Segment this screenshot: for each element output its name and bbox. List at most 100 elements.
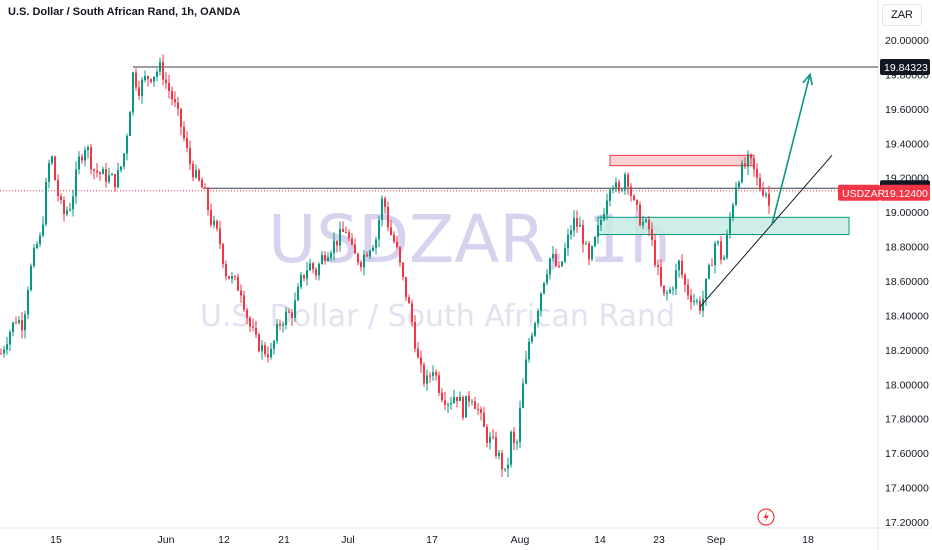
chart-title: U.S. Dollar / South African Rand, 1h, OA… — [8, 6, 241, 18]
candle-body — [591, 246, 593, 260]
candle-body — [546, 274, 548, 283]
candle-body — [621, 189, 623, 191]
candle-body — [15, 322, 17, 324]
candle-body — [450, 403, 452, 405]
candle-body — [495, 437, 497, 457]
candle-body — [75, 169, 77, 197]
candle-body — [246, 309, 248, 318]
candle-body — [234, 276, 236, 278]
candle-body — [537, 310, 539, 324]
candle-body — [135, 72, 137, 88]
y-tick-label: 19.40000 — [885, 138, 929, 150]
candle-body — [51, 156, 53, 164]
candle-body — [216, 220, 218, 229]
candle-body — [150, 79, 152, 82]
candle-body — [348, 232, 350, 239]
candle-body — [117, 170, 119, 188]
candle-body — [255, 327, 257, 335]
candle-body — [171, 91, 173, 100]
candle-body — [162, 62, 164, 80]
candle-body — [120, 166, 122, 171]
candle-body — [78, 156, 80, 170]
candle-body — [729, 217, 731, 234]
x-tick-label: 18 — [802, 534, 814, 546]
candle-body — [507, 464, 509, 469]
x-tick-label: Sep — [707, 534, 726, 546]
candle-body — [651, 229, 653, 241]
candle-body — [99, 172, 101, 175]
candle-body — [429, 375, 431, 377]
candle-body — [153, 76, 155, 82]
candle-body — [567, 234, 569, 249]
candle-body — [663, 285, 665, 294]
projection-arrow-head — [802, 72, 813, 86]
candle-body — [156, 71, 158, 77]
current-price-tag: 19.12400 — [880, 184, 930, 201]
candle-body — [54, 156, 56, 181]
candle-body — [384, 198, 386, 207]
candle-body — [213, 220, 215, 225]
candle-body — [660, 266, 662, 286]
candle-body — [396, 241, 398, 248]
candle-body — [714, 243, 716, 266]
projection-arrow-line — [771, 74, 811, 225]
currency-button[interactable]: ZAR — [882, 4, 922, 26]
candle-body — [378, 220, 380, 240]
candle-body — [333, 240, 335, 253]
y-tick-label: 17.40000 — [885, 483, 929, 495]
candle-body — [249, 317, 251, 327]
candle-body — [12, 322, 14, 333]
candle-body — [93, 169, 95, 171]
level-tag-high-bg — [880, 58, 930, 75]
candle-body — [147, 75, 149, 80]
y-tick-label: 20.00000 — [885, 35, 929, 47]
candle-body — [630, 186, 632, 196]
candle-body — [579, 225, 581, 227]
candle-body — [285, 311, 287, 325]
x-tick-label: Jul — [341, 534, 354, 546]
candle-body — [30, 266, 32, 291]
candle-body — [243, 295, 245, 310]
candle-body — [237, 276, 239, 291]
candle-body — [693, 300, 695, 302]
candle-body — [738, 182, 740, 188]
candle-body — [144, 75, 146, 81]
candle-body — [258, 334, 260, 352]
candle-body — [222, 244, 224, 265]
candle-body — [672, 288, 674, 290]
candle-body — [594, 237, 596, 247]
candle-body — [288, 311, 290, 313]
candle-body — [444, 400, 446, 405]
candle-body — [543, 282, 545, 294]
candle-body — [351, 238, 353, 245]
candle-body — [438, 375, 440, 393]
candle-body — [195, 170, 197, 178]
candle-body — [381, 198, 383, 221]
candle-body — [0, 353, 2, 355]
candle-body — [633, 195, 635, 200]
candle-body — [417, 348, 419, 358]
candle-body — [138, 87, 140, 96]
candle-body — [36, 244, 38, 248]
candle-body — [711, 265, 713, 267]
candle-body — [363, 254, 365, 268]
candle-body — [189, 148, 191, 164]
candle-body — [45, 181, 47, 225]
candle-body — [435, 372, 437, 376]
candle-body — [270, 348, 272, 358]
candle-body — [558, 265, 560, 267]
x-tick-label: 14 — [594, 534, 606, 546]
flash-icon[interactable] — [757, 508, 775, 526]
trendline — [699, 155, 833, 308]
candle-body — [393, 234, 395, 242]
candle-body — [339, 229, 341, 246]
candle-body — [72, 196, 74, 210]
candle-body — [513, 431, 515, 444]
candle-body — [18, 320, 20, 323]
candle-body — [426, 375, 428, 384]
candle-body — [198, 170, 200, 181]
y-tick-label: 18.40000 — [885, 310, 929, 322]
candle-body — [300, 274, 302, 287]
